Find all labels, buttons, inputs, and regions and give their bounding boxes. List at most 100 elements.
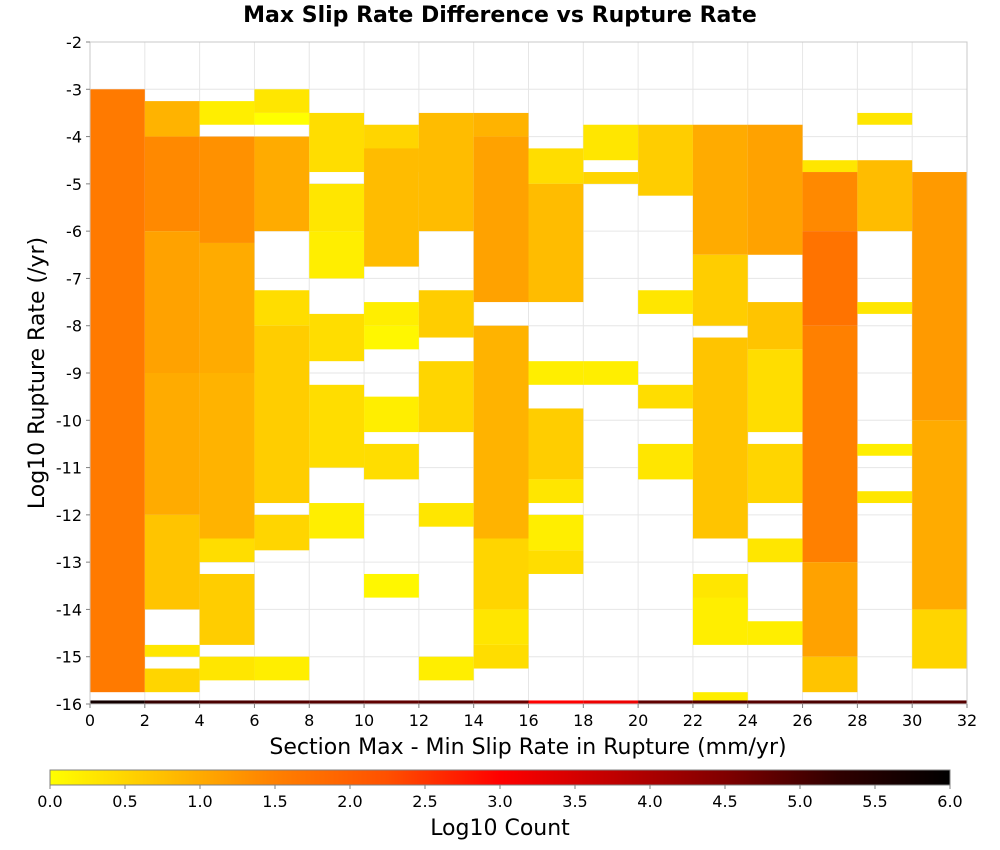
y-tick-label: -15 [56,648,82,667]
heatmap-cell [473,609,529,645]
y-axis-label: Log10 Rupture Rate (/yr) [25,237,50,509]
x-tick-label: 24 [738,711,758,730]
heatmap-cell [638,384,693,409]
heatmap-cell-bottom [199,700,255,704]
x-tick-label: 28 [847,711,867,730]
heatmap-cell [199,656,255,681]
heatmap-cell [857,443,913,456]
heatmap-cell [747,349,803,433]
heatmap-cell [418,503,474,527]
x-tick-label: 4 [195,711,205,730]
heatmap-cell [418,361,474,433]
heatmap-cell [144,373,200,515]
heatmap-cell [254,514,310,551]
heatmap-cell [747,621,803,645]
heatmap-cell-bottom [364,700,419,704]
x-tick-label: 26 [792,711,812,730]
heatmap-cell [199,373,255,539]
heatmap-cell [364,148,419,267]
x-tick-label: 18 [573,711,593,730]
x-axis-label: Section Max - Min Slip Rate in Rupture (… [269,735,786,760]
y-axis-ticks: -2 -3 -4 -5 -6 -7 -8 -9 -10 -11 -12 -13 -14 -15 -16 [56,33,90,714]
heatmap-cell [802,656,858,693]
y-tick-label: -3 [66,80,82,99]
colorbar-tick-label: 1.5 [262,792,287,811]
heatmap-cell [309,313,365,362]
heatmap-cell [528,550,584,574]
y-tick-label: -16 [56,695,82,714]
heatmap-cell [473,538,529,610]
heatmap-cell [309,384,365,468]
y-tick-label: -2 [66,33,82,52]
heatmap-cell [199,573,255,645]
y-tick-label: -5 [66,175,82,194]
heatmap-cell [692,597,748,645]
heatmap-cell [583,172,639,184]
heatmap-cell [692,254,748,326]
heatmap-cell [254,112,310,125]
heatmap-cell [747,443,803,504]
colorbar-tick-label: 0.5 [112,792,137,811]
heatmap-cell [692,692,748,704]
heatmap-cell [802,562,858,657]
heatmap-cell [857,160,913,232]
heatmap-cell [528,361,584,385]
y-tick-label: -11 [56,459,82,478]
heatmap-cell [309,183,365,232]
heatmap-cell [309,112,365,173]
heatmap-cell [912,420,967,610]
heatmap-cells [90,89,967,704]
heatmap-cell [857,302,913,314]
heatmap-cell [254,325,310,504]
heatmap-cell [364,443,419,480]
x-tick-label: 22 [683,711,703,730]
heatmap-cell [473,136,529,303]
heatmap-cell [309,231,365,279]
heatmap-cell [583,124,639,161]
heatmap-cell [144,644,200,657]
heatmap-cell [364,325,419,350]
heatmap-cell [144,136,200,232]
heatmap-cell-bottom [912,700,967,704]
heatmap-cell-bottom [254,700,310,704]
heatmap-cell [638,124,693,196]
heatmap-cell [747,538,803,563]
colorbar-tick-label: 5.0 [787,792,812,811]
colorbar-tick-label: 5.5 [862,792,887,811]
heatmap-cell [364,573,419,598]
heatmap-cell [254,290,310,326]
y-tick-label: -6 [66,222,82,241]
y-tick-label: -12 [56,506,82,525]
colorbar-tick-label: 0.0 [37,792,62,811]
colorbar-tick-label: 3.5 [562,792,587,811]
y-tick-label: -4 [66,128,82,147]
heatmap-cell [309,503,365,539]
x-axis-ticks: 0 2 4 6 8 10 12 14 16 18 20 22 24 26 28 30 32 [85,704,977,730]
x-tick-label: 20 [628,711,648,730]
colorbar-tick-label: 4.5 [712,792,737,811]
colorbar-label: Log10 Count [430,816,570,841]
y-tick-label: -8 [66,317,82,336]
x-tick-label: 10 [354,711,374,730]
colorbar [49,769,951,786]
x-tick-label: 2 [140,711,150,730]
heatmap-cell-bottom [747,700,803,704]
heatmap-cell [473,325,529,539]
heatmap-cell [199,136,255,243]
heatmap-cell [692,124,748,255]
x-tick-label: 16 [518,711,538,730]
heatmap-cell [364,302,419,326]
x-tick-label: 32 [957,711,977,730]
heatmap-cell [802,325,858,563]
heatmap-cell [912,172,967,421]
heatmap-cell [528,479,584,504]
heatmap-cell [199,538,255,563]
heatmap-cell [802,160,858,173]
heatmap-cell [254,656,310,681]
colorbar-tick-label: 4.0 [637,792,662,811]
heatmap-cell [473,112,529,137]
heatmap-cell-bottom [473,700,529,704]
heatmap-cell-bottom [528,700,584,704]
heatmap-cell [528,408,584,480]
